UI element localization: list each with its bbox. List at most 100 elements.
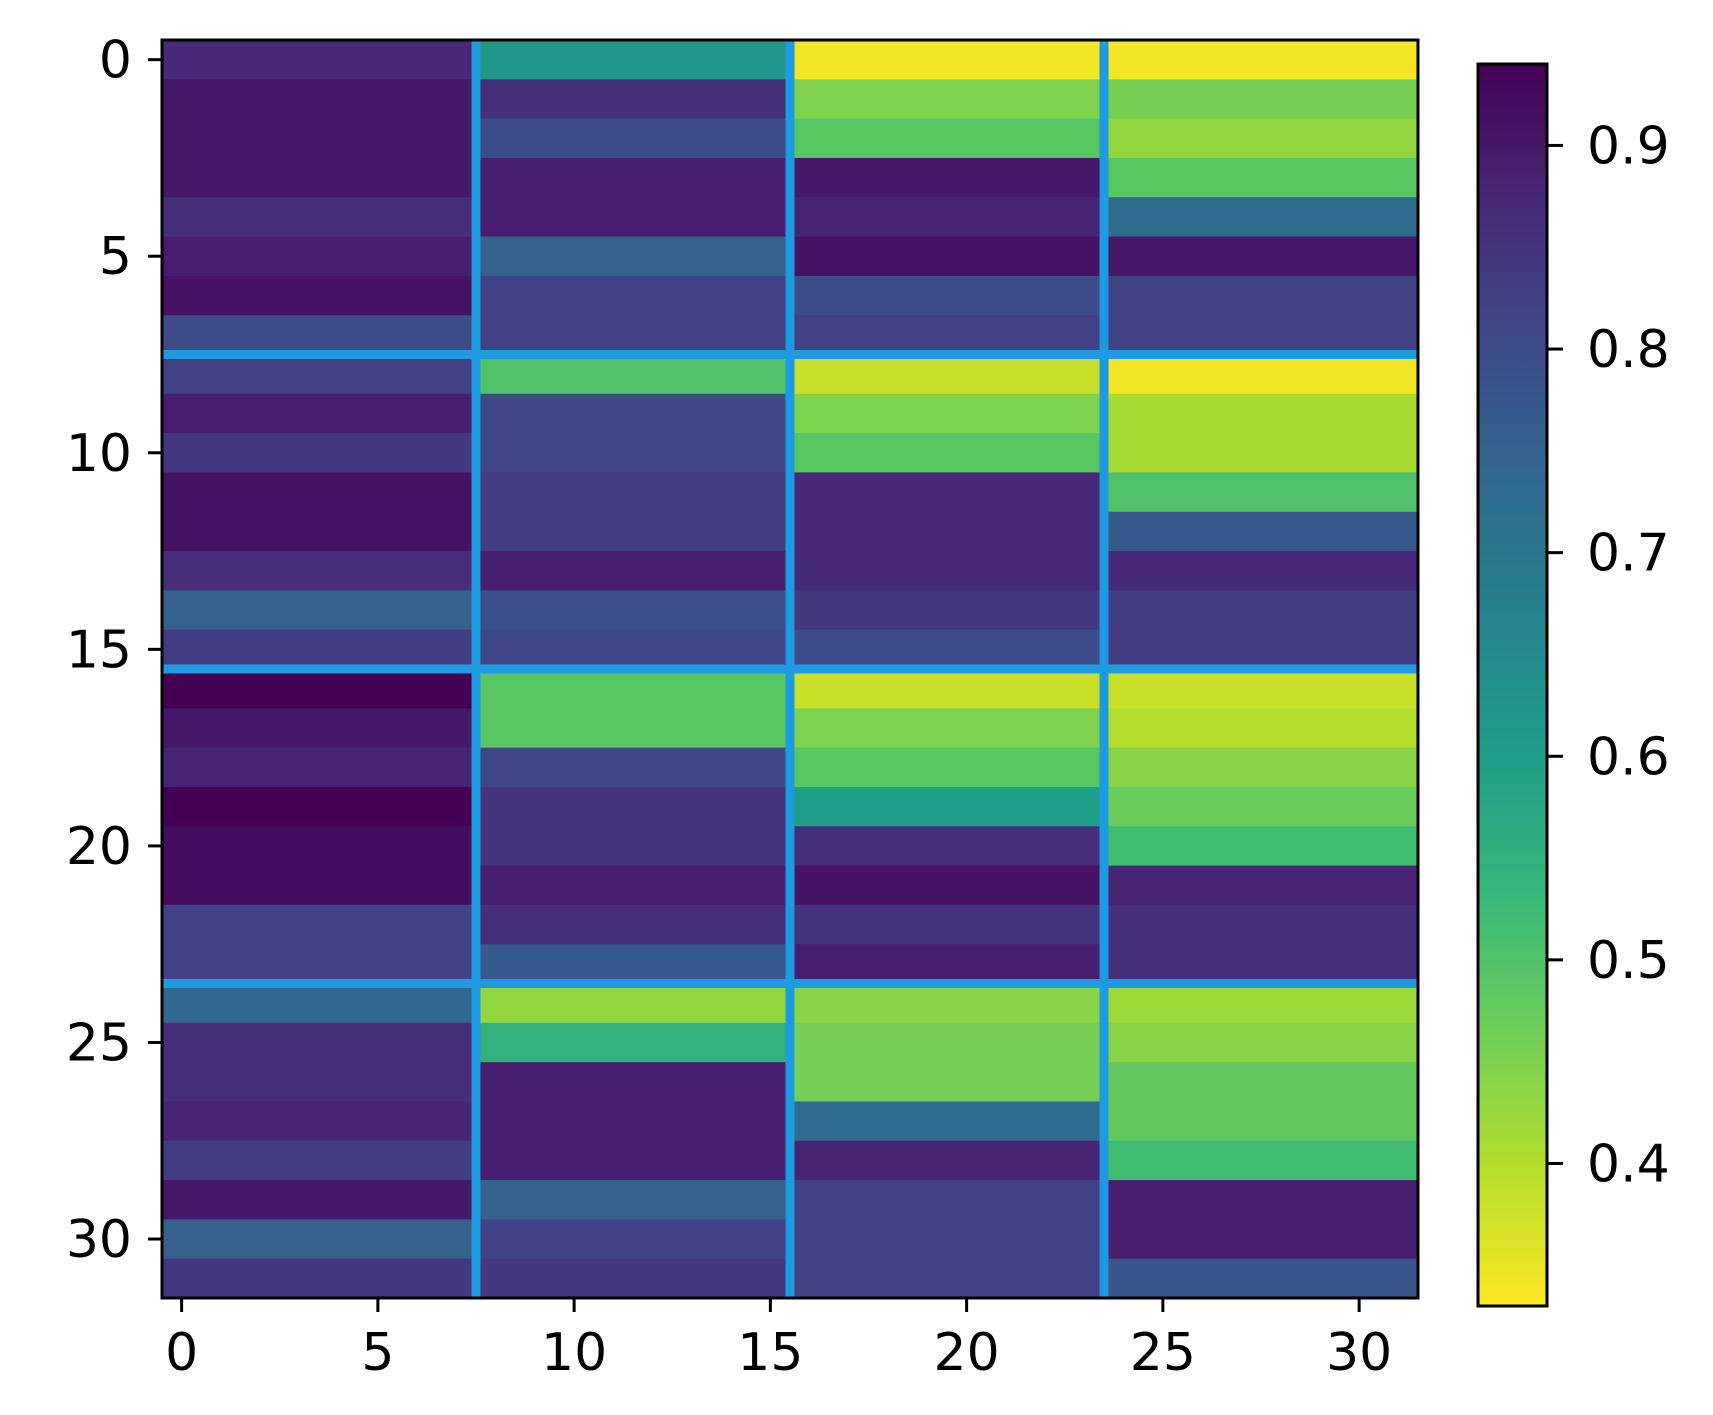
heatmap-cell	[1104, 944, 1419, 985]
heatmap-cell	[790, 393, 1105, 434]
heatmap-cell	[476, 551, 791, 591]
heatmap-cell	[162, 629, 477, 670]
heatmap-cell	[162, 865, 477, 906]
heatmap-cell	[162, 1180, 477, 1220]
y-tick-label: 5	[99, 227, 132, 287]
heatmap-cell	[162, 433, 477, 474]
heatmap-cell	[790, 1258, 1105, 1299]
heatmap-cell	[790, 747, 1105, 788]
heatmap-cell	[1104, 315, 1419, 356]
plot-frame	[160, 38, 1420, 1300]
heatmap-cell	[476, 40, 791, 80]
heatmap-cell	[162, 904, 477, 945]
heatmap-cell	[162, 590, 477, 631]
colorbar-ticks: 0.4 0.5 0.6 0.7 0.8 0.9	[1547, 116, 1670, 1194]
heatmap-cell	[790, 669, 1105, 709]
heatmap-cell	[790, 1022, 1105, 1063]
heatmap-cell	[1104, 865, 1419, 906]
heatmap-cell	[1104, 983, 1419, 1024]
x-tick-label: 5	[361, 1323, 394, 1383]
heatmap-cell	[1104, 79, 1419, 120]
heatmap-cell	[162, 1140, 477, 1181]
heatmap-cell	[790, 157, 1105, 198]
heatmap-cell	[1104, 1258, 1419, 1299]
heatmap-cell	[790, 472, 1105, 513]
heatmap-cell	[1104, 629, 1419, 670]
heatmap-cell	[790, 708, 1105, 749]
y-tick-label: 30	[66, 1210, 132, 1270]
heatmap-cell	[162, 708, 477, 749]
heatmap-cell	[1104, 118, 1419, 159]
heatmap-cell	[1104, 393, 1419, 434]
y-tick-label: 15	[66, 620, 132, 680]
heatmap-cell	[476, 629, 791, 670]
heatmap-cell	[476, 236, 791, 277]
heatmap-cell	[790, 1180, 1105, 1220]
heatmap-cell	[476, 904, 791, 945]
heatmap-cell	[790, 354, 1105, 395]
heatmap-cell	[476, 157, 791, 198]
heatmap-cell	[1104, 40, 1419, 80]
heatmap-cell	[162, 786, 477, 827]
heatmap-cell	[476, 1219, 791, 1260]
heatmap-cell	[1104, 1180, 1419, 1220]
heatmap-cell	[162, 315, 477, 356]
heatmap-cell	[1104, 511, 1419, 552]
heatmap-cell	[476, 944, 791, 985]
heatmap-cell	[790, 433, 1105, 474]
heatmap-cell	[476, 315, 791, 356]
heatmap-cell	[790, 315, 1105, 356]
heatmap-cell	[162, 79, 477, 120]
heatmap-cell	[162, 669, 477, 709]
x-tick-label: 30	[1326, 1323, 1392, 1383]
heatmap-cell	[476, 708, 791, 749]
heatmap-cell	[1104, 826, 1419, 867]
heatmap-cell	[790, 118, 1105, 159]
x-tick-label: 25	[1130, 1323, 1196, 1383]
heatmap-cell	[790, 197, 1105, 238]
heatmap-cell	[476, 1101, 791, 1142]
heatmap-cell	[162, 157, 477, 198]
heatmap-cell	[790, 865, 1105, 906]
heatmap-cell	[790, 511, 1105, 552]
colorbar-tick-label: 0.6	[1587, 727, 1670, 787]
heatmap-cell	[1104, 1140, 1419, 1181]
heatmap-cell	[1104, 747, 1419, 788]
heatmap-cell	[1104, 551, 1419, 591]
heatmap-cell	[476, 472, 791, 513]
heatmap-cell	[790, 590, 1105, 631]
heatmap-cells	[162, 40, 1419, 1299]
heatmap-cell	[476, 747, 791, 788]
heatmap-cell	[476, 1140, 791, 1181]
heatmap-cell	[476, 354, 791, 395]
x-tick-label: 0	[165, 1323, 198, 1383]
heatmap-cell	[790, 786, 1105, 827]
heatmap-cell	[1104, 786, 1419, 827]
heatmap-cell	[790, 1062, 1105, 1103]
heatmap-cell	[1104, 275, 1419, 316]
heatmap-cell	[1104, 904, 1419, 945]
heatmap-cell	[162, 354, 477, 395]
heatmap-cell	[790, 944, 1105, 985]
heatmap-cell	[1104, 669, 1419, 709]
heatmap-cell	[1104, 354, 1419, 395]
heatmap-cell	[476, 865, 791, 906]
heatmap-cell	[162, 236, 477, 277]
block-grid-lines	[162, 40, 1418, 1298]
heatmap-cell	[162, 118, 477, 159]
heatmap-cell	[1104, 708, 1419, 749]
y-axis: 0 5 10 15 20 25 30	[66, 31, 162, 1270]
heatmap-cell	[1104, 1062, 1419, 1103]
heatmap-cell	[162, 1219, 477, 1260]
heatmap-cell	[162, 197, 477, 238]
x-tick-label: 10	[541, 1323, 607, 1383]
y-tick-label: 10	[66, 424, 132, 484]
heatmap-cell	[476, 433, 791, 474]
heatmap-cell	[790, 275, 1105, 316]
heatmap-cell	[476, 1022, 791, 1063]
heatmap-cell	[790, 983, 1105, 1024]
heatmap-cell	[790, 904, 1105, 945]
y-tick-label: 25	[66, 1013, 132, 1073]
heatmap-cell	[790, 629, 1105, 670]
